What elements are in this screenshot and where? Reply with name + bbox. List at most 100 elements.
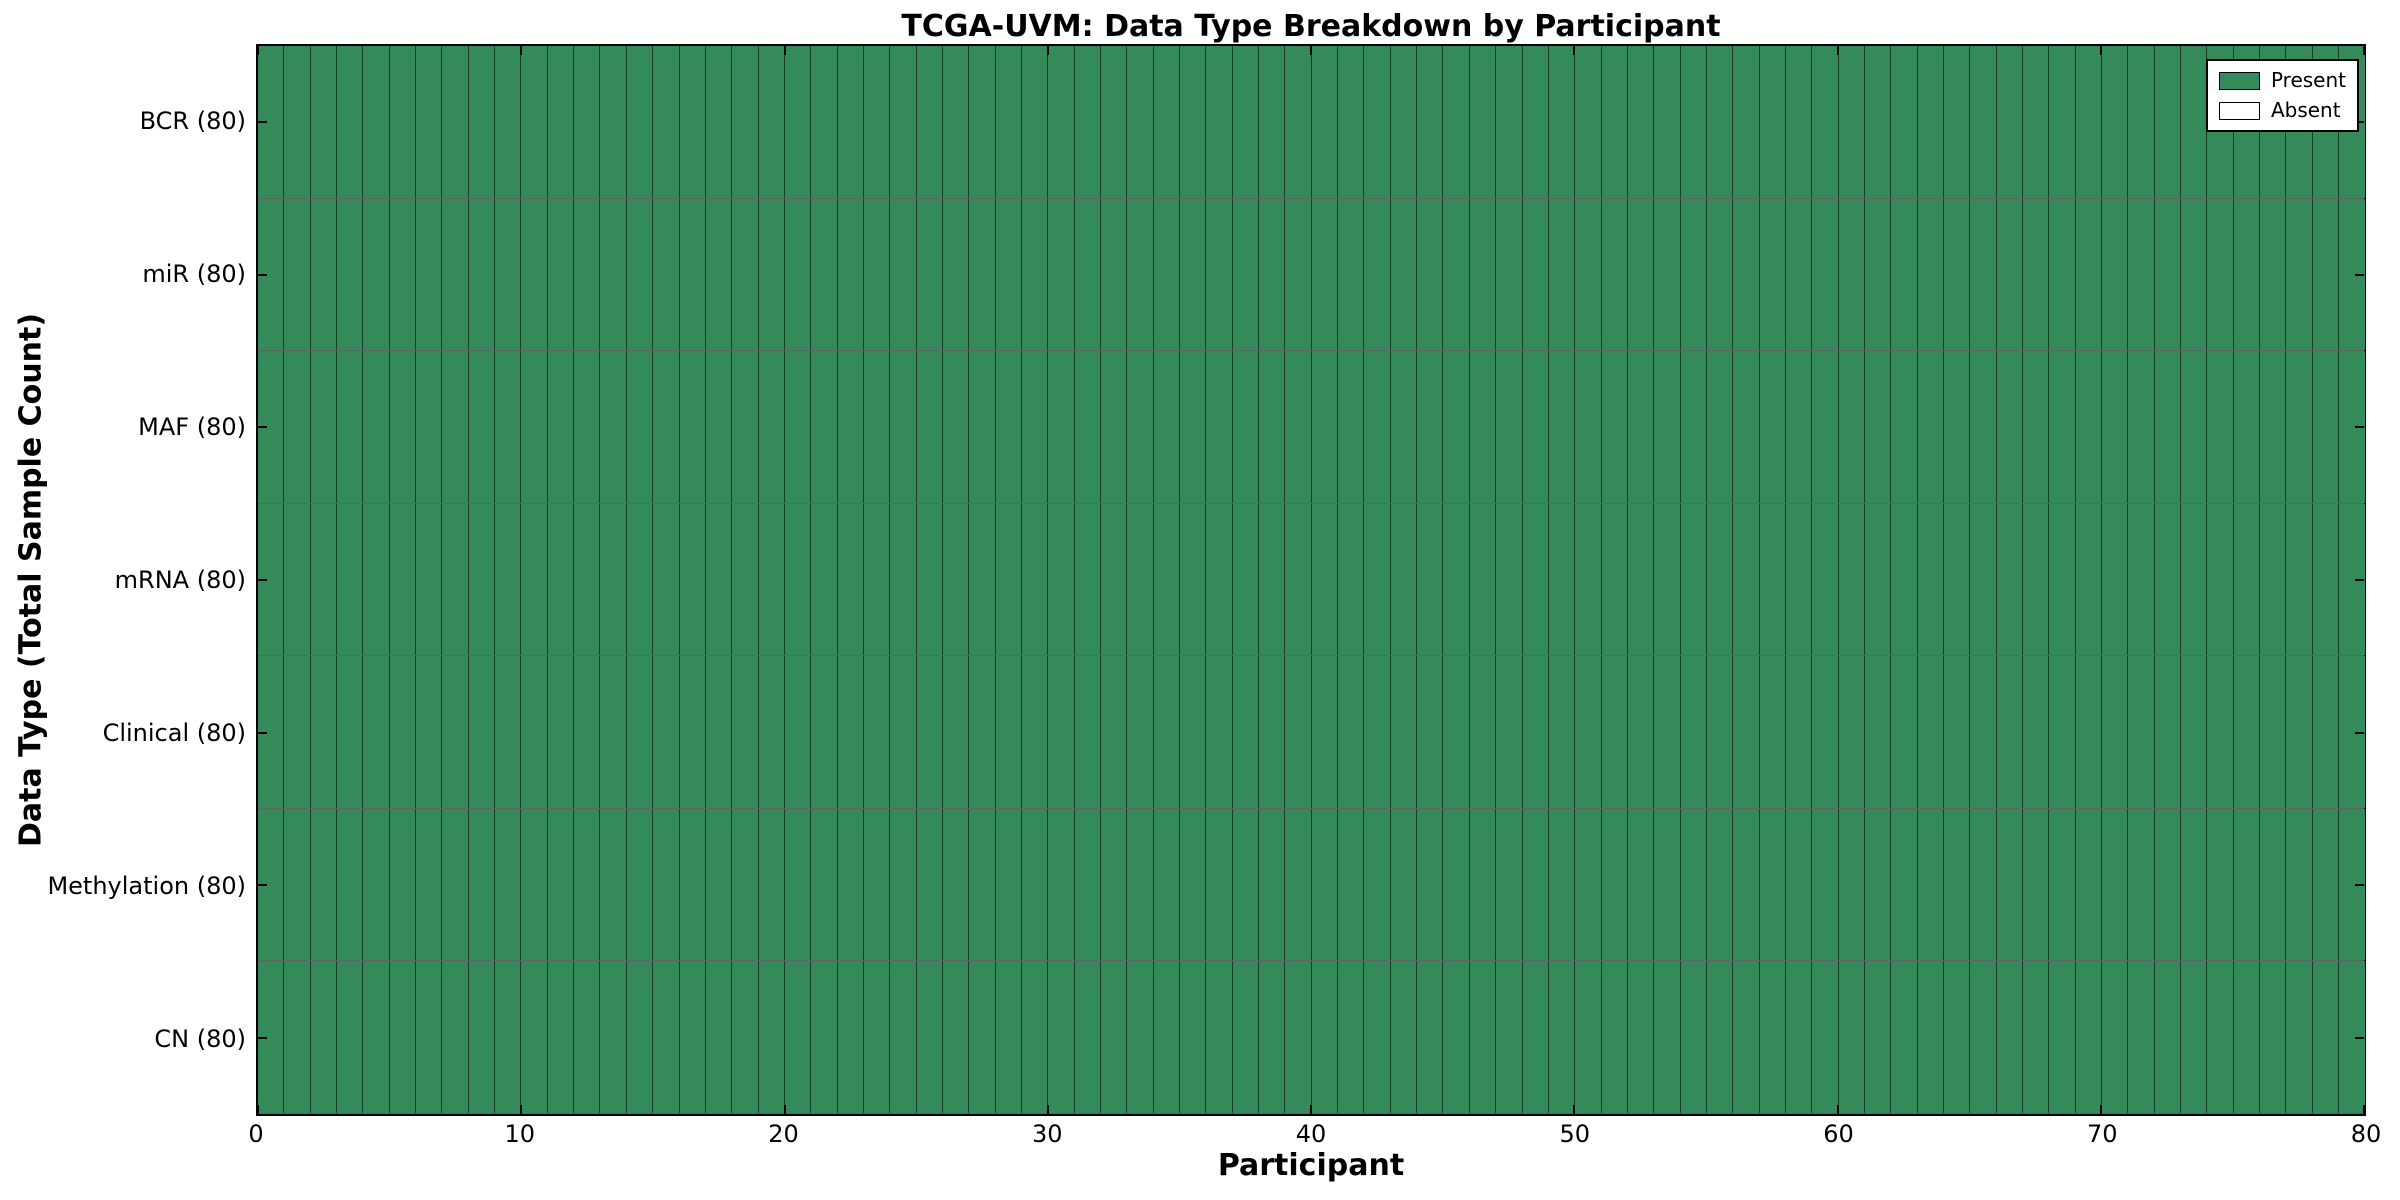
heatmap-cell xyxy=(916,46,943,198)
heatmap-cell xyxy=(1944,198,1971,351)
heatmap-cell xyxy=(1733,198,1760,351)
heatmap-cell xyxy=(1601,808,1628,961)
y-tick-mark xyxy=(258,121,267,124)
heatmap-cell xyxy=(442,808,469,961)
heatmap-cell xyxy=(389,808,417,961)
heatmap-cell xyxy=(1311,503,1339,656)
x-tick-mark xyxy=(783,1105,786,1114)
heatmap-cell xyxy=(1127,808,1154,961)
x-tick-mark xyxy=(1836,46,1839,55)
heatmap-cell xyxy=(1733,808,1760,961)
heatmap-cell xyxy=(811,656,838,808)
heatmap-cell xyxy=(995,656,1022,808)
heatmap-cell xyxy=(2128,808,2155,961)
heatmap-cell xyxy=(2154,503,2182,656)
heatmap-cell xyxy=(1944,808,1971,961)
heatmap-cell xyxy=(495,46,522,198)
heatmap-cell xyxy=(2181,351,2208,503)
heatmap-cell xyxy=(784,656,812,808)
heatmap-cell xyxy=(2260,656,2287,808)
heatmap-cell xyxy=(1785,961,1813,1114)
heatmap-cell xyxy=(784,503,812,656)
heatmap-cell xyxy=(574,198,601,351)
heatmap-cell xyxy=(2207,503,2234,656)
heatmap-cell xyxy=(916,808,943,961)
heatmap-cell xyxy=(1575,961,1602,1114)
heatmap-cell xyxy=(1864,808,1892,961)
heatmap-cell xyxy=(2181,198,2208,351)
heatmap-cell xyxy=(1838,46,1865,198)
heatmap-cell xyxy=(679,503,706,656)
heatmap-cell xyxy=(1706,198,1734,351)
heatmap-cell xyxy=(969,503,996,656)
heatmap-cell xyxy=(1917,503,1944,656)
heatmap-cell xyxy=(1944,46,1971,198)
heatmap-row-mir xyxy=(258,198,2365,352)
x-tick-mark xyxy=(1046,46,1049,55)
heatmap-cell xyxy=(337,656,364,808)
heatmap-cell xyxy=(2128,351,2155,503)
heatmap-cell xyxy=(416,656,443,808)
heatmap-cell xyxy=(969,46,996,198)
heatmap-cell xyxy=(1232,656,1260,808)
heatmap-cell xyxy=(2207,351,2234,503)
heatmap-cell xyxy=(1996,503,2024,656)
legend-entry-absent: Absent xyxy=(2218,100,2346,121)
heatmap-cell xyxy=(863,503,891,656)
heatmap-cell xyxy=(1048,46,1075,198)
heatmap-cell xyxy=(2075,351,2103,503)
y-tick-label-bcr: BCR (80) xyxy=(139,106,246,135)
heatmap-cell xyxy=(837,503,864,656)
heatmap-cell xyxy=(574,961,601,1114)
heatmap-cell xyxy=(2154,351,2182,503)
heatmap-cell xyxy=(1285,351,1312,503)
heatmap-cell xyxy=(1654,503,1681,656)
heatmap-cell xyxy=(495,808,522,961)
heatmap-cell xyxy=(574,351,601,503)
heatmap-cell xyxy=(1996,808,2024,961)
legend-entry-present: Present xyxy=(2218,70,2346,91)
heatmap-cell xyxy=(258,808,285,961)
heatmap-cell xyxy=(2260,808,2287,961)
heatmap-cell xyxy=(310,503,338,656)
heatmap-cell xyxy=(1654,198,1681,351)
heatmap-cell xyxy=(600,351,627,503)
heatmap-cell xyxy=(916,351,943,503)
heatmap-cell xyxy=(1101,656,1128,808)
heatmap-cell xyxy=(1206,46,1233,198)
heatmap-cell xyxy=(2023,808,2050,961)
heatmap-cell xyxy=(2154,961,2182,1114)
heatmap-cell xyxy=(1153,351,1181,503)
heatmap-cell xyxy=(1048,503,1075,656)
heatmap-cell xyxy=(2023,46,2050,198)
heatmap-cell xyxy=(1232,198,1260,351)
heatmap-cell xyxy=(1522,503,1549,656)
heatmap-cell xyxy=(1469,656,1497,808)
heatmap-cell xyxy=(468,656,496,808)
heatmap-cell xyxy=(1074,351,1101,503)
heatmap-cell xyxy=(1838,656,1865,808)
heatmap-cell xyxy=(1864,351,1892,503)
heatmap-cell xyxy=(1706,351,1734,503)
heatmap-cell xyxy=(389,656,417,808)
heatmap-cell xyxy=(1469,198,1497,351)
heatmap-cell xyxy=(890,503,917,656)
heatmap-cell xyxy=(2312,656,2340,808)
heatmap-cell xyxy=(890,808,917,961)
heatmap-cell xyxy=(1021,503,1049,656)
heatmap-cell xyxy=(1021,198,1049,351)
heatmap-cell xyxy=(1970,351,1997,503)
heatmap-row-cn xyxy=(258,961,2365,1115)
heatmap-cell xyxy=(2181,808,2208,961)
heatmap-cell xyxy=(2286,961,2313,1114)
heatmap-cell xyxy=(1970,503,1997,656)
heatmap-cell xyxy=(1785,656,1813,808)
heatmap-cell xyxy=(1232,808,1260,961)
heatmap-cell xyxy=(1021,961,1049,1114)
heatmap-cell xyxy=(626,46,654,198)
heatmap-cell xyxy=(1733,46,1760,198)
heatmap-cell xyxy=(1285,503,1312,656)
heatmap-cell xyxy=(2049,961,2076,1114)
heatmap-cell xyxy=(1706,961,1734,1114)
heatmap-cell xyxy=(1311,351,1339,503)
